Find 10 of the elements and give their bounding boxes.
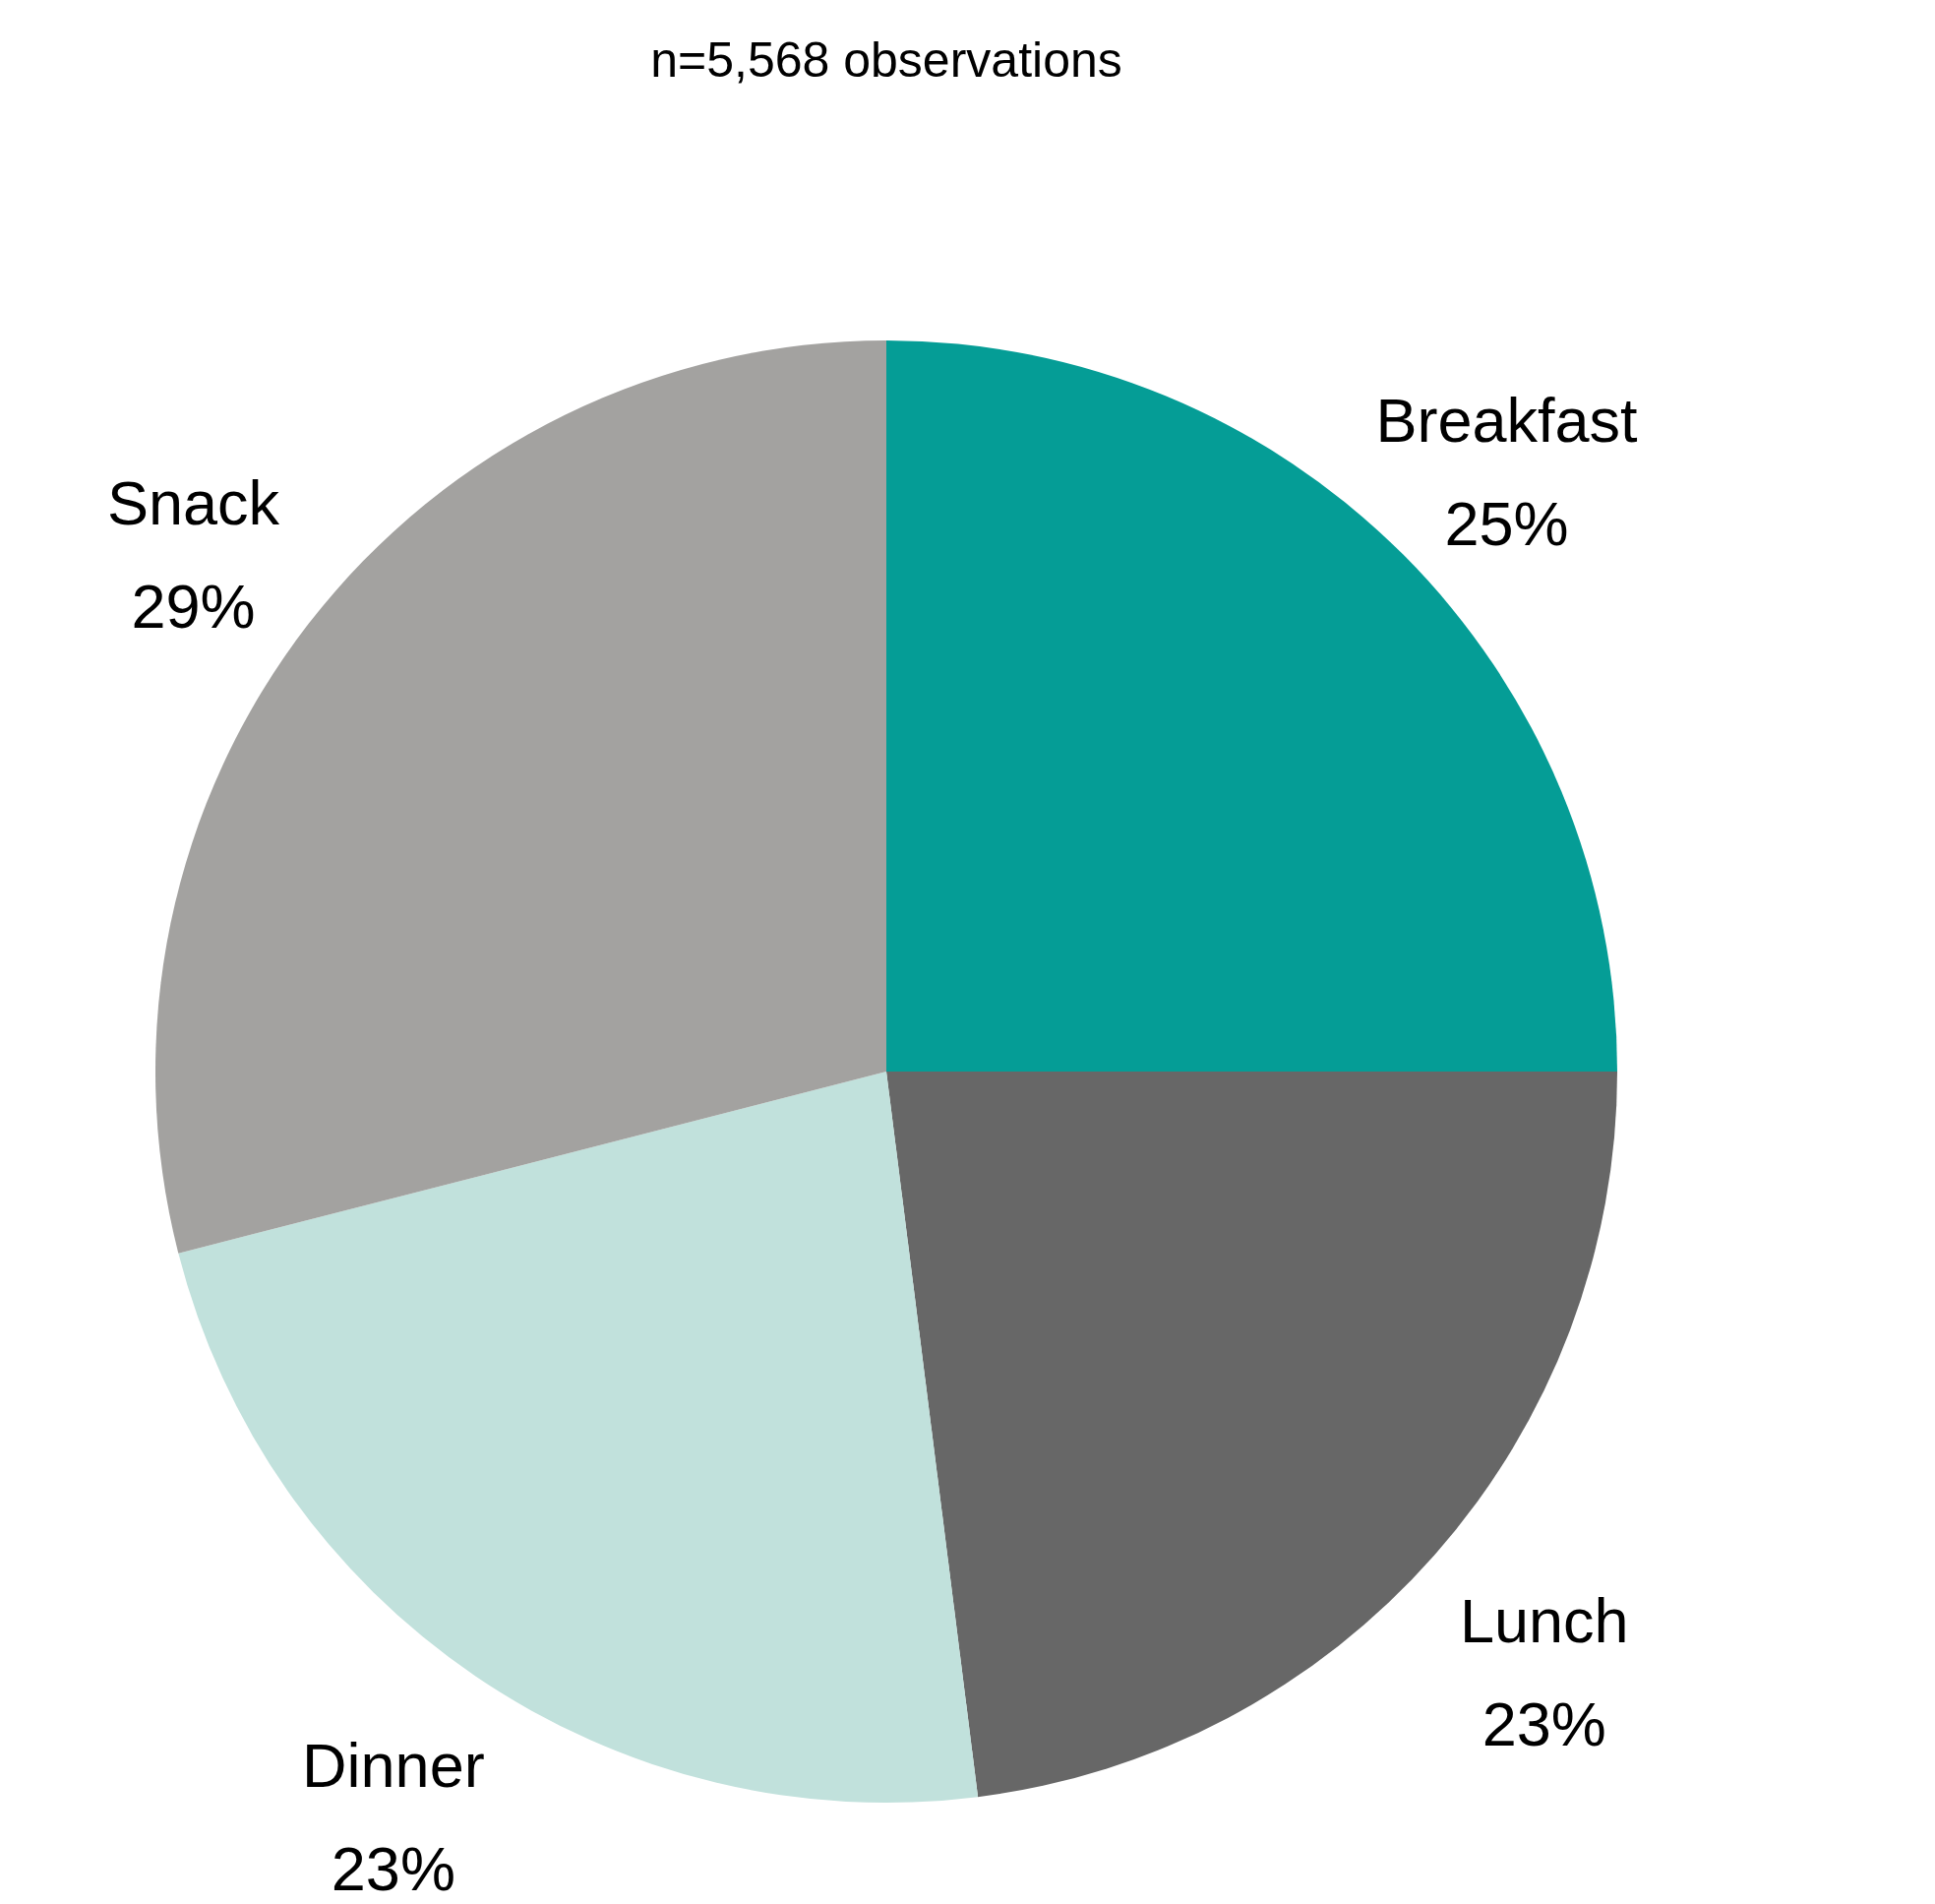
slice-label: Breakfast — [1375, 385, 1639, 455]
data-label: 23% — [331, 1834, 455, 1904]
slice-label: Dinner — [302, 1731, 485, 1801]
slice-label: Lunch — [1459, 1585, 1629, 1655]
pie-slice — [178, 1072, 979, 1803]
data-label: 25% — [1444, 488, 1569, 558]
chart-title: n=5,568 observations — [650, 32, 1122, 88]
slice-label: Snack — [106, 467, 280, 537]
data-label: 23% — [1481, 1689, 1606, 1758]
data-label: 29% — [131, 571, 256, 641]
